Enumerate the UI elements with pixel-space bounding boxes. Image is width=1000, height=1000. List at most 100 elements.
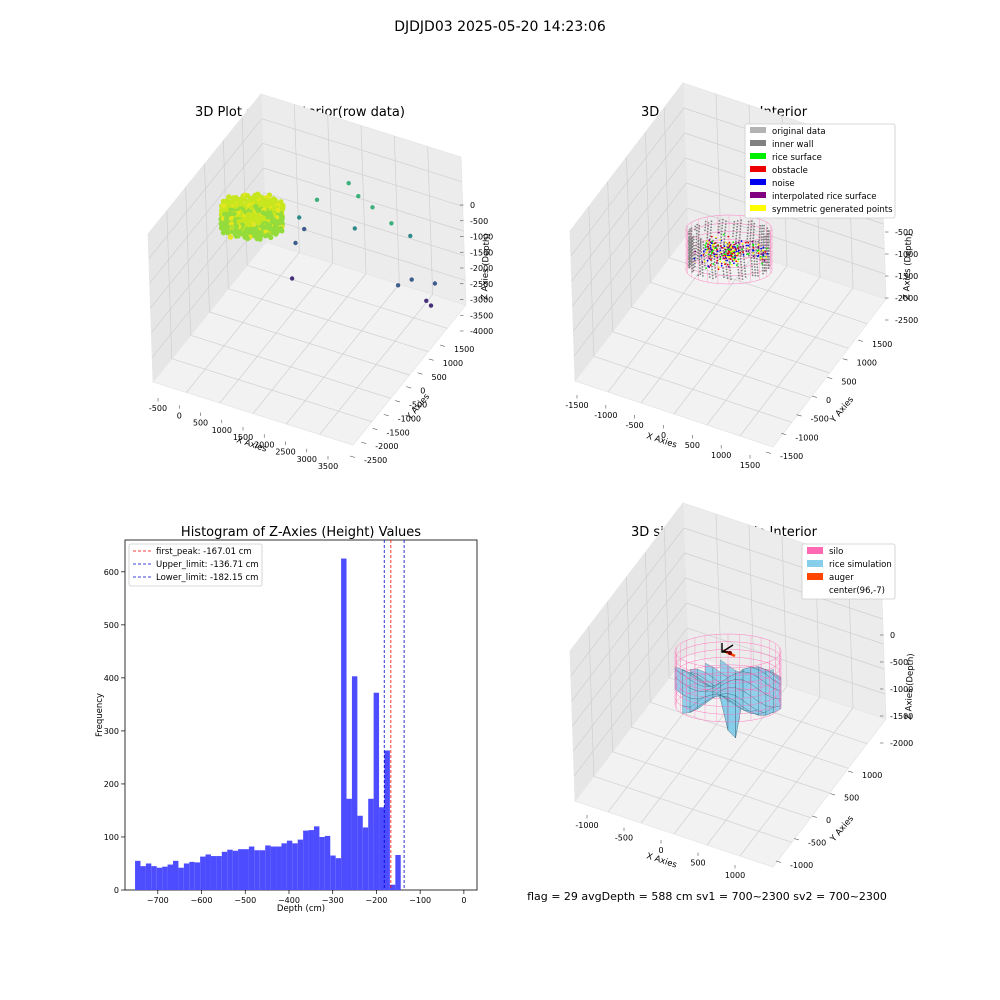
histogram-bar bbox=[341, 558, 347, 890]
surface-point bbox=[714, 247, 716, 250]
wall-point bbox=[688, 246, 690, 249]
z-tick-label: -500 bbox=[895, 228, 913, 237]
z-tick-label: -500 bbox=[890, 658, 908, 667]
wall-point bbox=[710, 220, 713, 223]
y-tick-label: -500 bbox=[808, 839, 826, 848]
wall-point bbox=[735, 234, 738, 237]
wall-point bbox=[699, 270, 701, 273]
surface-point bbox=[720, 262, 723, 265]
surface-point bbox=[711, 256, 713, 259]
surface-point bbox=[759, 257, 762, 260]
x-tick-label: −600 bbox=[191, 896, 213, 905]
wall-point bbox=[714, 264, 716, 266]
histogram-bar bbox=[145, 863, 152, 890]
wall-point bbox=[719, 242, 722, 245]
data-point bbox=[289, 276, 295, 281]
surface-point bbox=[727, 265, 730, 268]
wall-point bbox=[688, 255, 690, 258]
surface-point bbox=[729, 262, 731, 264]
surface-point bbox=[731, 260, 734, 262]
surface-point bbox=[752, 246, 755, 249]
wall-point bbox=[755, 246, 757, 249]
wall-point bbox=[767, 264, 770, 267]
wall-point bbox=[756, 266, 759, 269]
wall-point bbox=[701, 269, 704, 271]
y-tick bbox=[811, 395, 817, 398]
wall-point bbox=[767, 250, 769, 253]
x-tick-label: −200 bbox=[365, 896, 387, 905]
wall-point bbox=[760, 244, 762, 247]
surface-point bbox=[731, 252, 734, 255]
wall-point bbox=[738, 239, 741, 242]
wall-point bbox=[704, 223, 707, 226]
wall-point bbox=[753, 256, 756, 259]
wall-point bbox=[754, 269, 756, 271]
legend-swatch bbox=[750, 205, 766, 211]
wall-point bbox=[735, 240, 737, 243]
y-tick bbox=[775, 860, 781, 863]
wall-point bbox=[694, 225, 697, 228]
histogram-bar bbox=[232, 850, 239, 890]
wall-point bbox=[717, 225, 720, 228]
surface-point bbox=[723, 251, 726, 254]
x-tick-label: 2500 bbox=[275, 448, 295, 457]
wall-point bbox=[732, 232, 735, 235]
surface-point bbox=[723, 261, 726, 263]
wall-point bbox=[688, 261, 690, 264]
y-tick-label: -1000 bbox=[790, 861, 813, 870]
legend-swatch bbox=[750, 127, 766, 133]
y-tick-label: 300 bbox=[104, 727, 119, 736]
surface-point bbox=[718, 231, 720, 234]
legend-label: original data bbox=[772, 127, 826, 137]
surface-point bbox=[732, 258, 735, 261]
wall-point bbox=[763, 224, 765, 227]
histogram-bar bbox=[151, 866, 157, 890]
wall-point bbox=[709, 229, 712, 232]
panel-4-ticks: -1000 -500 0 500 1000 -1000 -500 0 500 1000 -2000 -… bbox=[575, 631, 913, 880]
wall-point bbox=[720, 230, 723, 233]
y-tick bbox=[765, 451, 771, 454]
surface-point bbox=[725, 255, 728, 258]
wall-point bbox=[688, 266, 691, 269]
wall-point bbox=[688, 233, 690, 236]
wall-point bbox=[762, 238, 765, 241]
wall-point bbox=[746, 238, 749, 240]
legend-swatch bbox=[807, 573, 823, 580]
surface-point bbox=[704, 248, 707, 251]
y-tick-label: 0 bbox=[114, 886, 119, 895]
wall-point bbox=[763, 269, 766, 272]
x-tick-label: −400 bbox=[278, 896, 300, 905]
wall-point bbox=[689, 263, 692, 266]
wall-point bbox=[697, 246, 700, 249]
histogram-bar bbox=[162, 866, 168, 890]
wall-point bbox=[696, 254, 699, 257]
wall-point bbox=[707, 222, 710, 224]
wall-point bbox=[710, 254, 713, 257]
y-tick-label: 400 bbox=[104, 674, 119, 683]
wall-point bbox=[761, 230, 763, 233]
gridline bbox=[669, 257, 868, 324]
wall-point bbox=[767, 255, 770, 258]
panel-2-ylabel: Y Axies bbox=[828, 395, 856, 426]
wall-point bbox=[757, 240, 760, 243]
wall-point bbox=[729, 275, 732, 278]
wall-point bbox=[722, 267, 724, 270]
wall-point bbox=[749, 243, 751, 246]
wall-point bbox=[700, 248, 702, 251]
x-tick-label: 1000 bbox=[711, 451, 731, 460]
wall-point bbox=[762, 230, 765, 233]
histogram-bar bbox=[178, 867, 184, 890]
wall-point bbox=[744, 273, 747, 275]
wall-point bbox=[726, 242, 729, 245]
cluster-point bbox=[275, 207, 281, 213]
wall-point bbox=[756, 263, 759, 266]
histogram-bar bbox=[227, 849, 233, 890]
surface-point bbox=[761, 262, 763, 265]
y-tick-label: 600 bbox=[104, 568, 119, 577]
cluster-point bbox=[233, 194, 239, 201]
surface-point bbox=[715, 247, 718, 250]
z-tick-label: -1500 bbox=[895, 272, 918, 281]
wall-point bbox=[707, 256, 710, 258]
wall-point bbox=[713, 261, 716, 263]
wall-point bbox=[696, 226, 698, 229]
